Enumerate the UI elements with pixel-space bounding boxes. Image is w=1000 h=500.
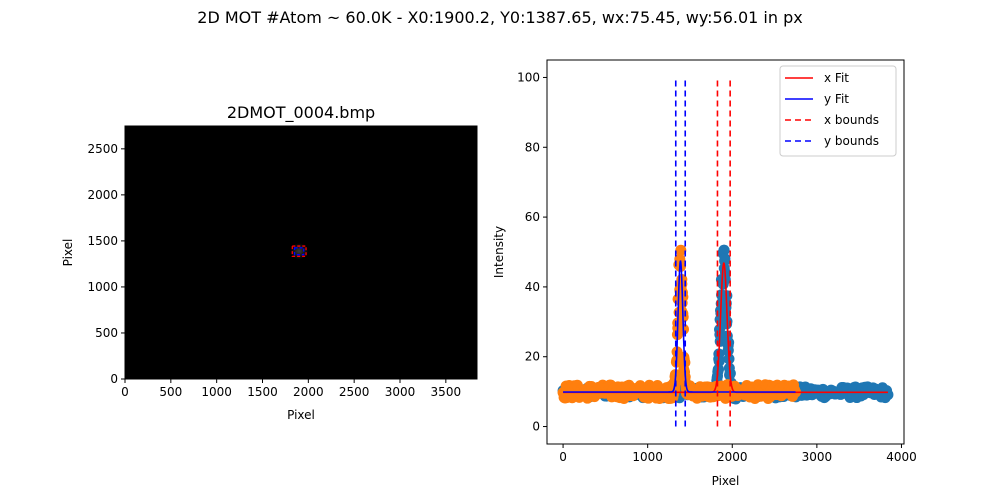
x-tick-label: 2000: [717, 450, 748, 464]
x-tick-label: 1500: [247, 385, 278, 399]
y-tick-label: 0: [110, 372, 118, 386]
data-point: [719, 253, 731, 265]
axes-frame: [546, 59, 905, 445]
y-tick-label: 1000: [87, 280, 118, 294]
x-tick-label: 1000: [201, 385, 232, 399]
x-tick-label: 0: [559, 450, 567, 464]
x-tick-label: 0: [121, 385, 129, 399]
data-point: [718, 244, 730, 256]
legend-label: x Fit: [824, 71, 849, 85]
y-tick-label: 60: [525, 210, 540, 224]
legend-label: y Fit: [824, 92, 849, 106]
x-tick-label: 3000: [802, 450, 833, 464]
legend-label: x bounds: [824, 113, 879, 127]
y-axis-label: Intensity: [492, 226, 506, 278]
image-title: 2DMOT_0004.bmp: [227, 103, 375, 123]
x-tick-label: 2500: [339, 385, 370, 399]
data-point: [675, 244, 687, 256]
y-tick-label: 0: [532, 420, 540, 434]
image-panel: 0 500 1000 1500 2000 2500 3000 3500 0 500 1000 1500…: [61, 103, 478, 422]
y-tick-label: 20: [525, 350, 540, 364]
axes-frame: [124, 125, 478, 380]
figure-suptitle: 2D MOT #Atom ~ 60.0K - X0:1900.2, Y0:138…: [197, 8, 803, 27]
plot-area: [557, 77, 894, 427]
y-bounds-box: [293, 247, 305, 256]
y-tick-label: 2500: [87, 142, 118, 156]
x-tick-label: 2000: [293, 385, 324, 399]
y-fit-line: [563, 260, 796, 393]
legend-label: y bounds: [824, 134, 879, 148]
y-tick-label: 100: [517, 70, 540, 84]
x-axis-label: Pixel: [712, 474, 740, 488]
x-tick-label: 1000: [632, 450, 663, 464]
data-point: [882, 389, 894, 401]
x-axis-label: Pixel: [287, 408, 315, 422]
y-tick-label: 1500: [87, 234, 118, 248]
legend: x Fit y Fit x bounds y bounds: [779, 65, 897, 157]
x-tick-label: 3500: [431, 385, 462, 399]
y-axis-label: Pixel: [61, 239, 75, 267]
y-tick-label: 2000: [87, 188, 118, 202]
profile-panel: 0 1000 2000 3000 4000 0 20 40 60 80 100 Pixel Intens…: [492, 59, 917, 488]
legend-box: [779, 65, 897, 157]
x-tick-label: 4000: [886, 450, 917, 464]
x-bounds-box: [291, 245, 307, 258]
y-tick-label: 80: [525, 140, 540, 154]
y-tick-label: 40: [525, 280, 540, 294]
x-tick-label: 500: [159, 385, 182, 399]
x-tick-label: 3000: [385, 385, 416, 399]
y-tick-label: 500: [95, 326, 118, 340]
